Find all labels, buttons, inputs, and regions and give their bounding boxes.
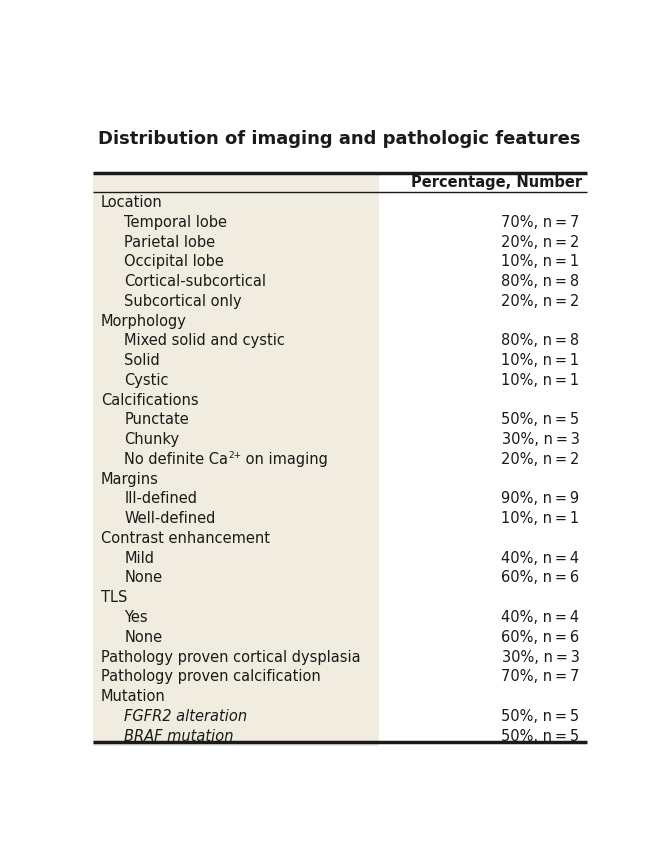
- Text: 10%, n = 1: 10%, n = 1: [501, 255, 580, 269]
- Text: 10%, n = 1: 10%, n = 1: [501, 373, 580, 388]
- Text: Yes: Yes: [124, 610, 148, 625]
- Bar: [379, 173, 588, 746]
- Text: None: None: [124, 570, 162, 586]
- Text: Mixed solid and cystic: Mixed solid and cystic: [124, 334, 285, 348]
- Text: Mild: Mild: [124, 550, 154, 566]
- Text: Pathology proven cortical dysplasia: Pathology proven cortical dysplasia: [101, 649, 361, 665]
- Text: Mutation: Mutation: [101, 689, 166, 704]
- Text: 90%, n = 9: 90%, n = 9: [501, 491, 580, 507]
- Text: 70%, n = 7: 70%, n = 7: [501, 669, 580, 685]
- Text: 30%, n = 3: 30%, n = 3: [502, 433, 580, 447]
- Text: 40%, n = 4: 40%, n = 4: [501, 610, 580, 625]
- Text: Ill-defined: Ill-defined: [124, 491, 197, 507]
- Text: 20%, n = 2: 20%, n = 2: [501, 294, 580, 309]
- Text: Parietal lobe: Parietal lobe: [124, 235, 215, 249]
- Text: BRAF mutation: BRAF mutation: [124, 728, 234, 744]
- Bar: [93, 173, 379, 746]
- Text: Chunky: Chunky: [124, 433, 179, 447]
- Text: 20%, n = 2: 20%, n = 2: [501, 452, 580, 467]
- Text: Calcifications: Calcifications: [101, 393, 199, 408]
- Text: Percentage, Number: Percentage, Number: [411, 175, 582, 190]
- Text: Morphology: Morphology: [101, 314, 187, 329]
- Text: Occipital lobe: Occipital lobe: [124, 255, 224, 269]
- Text: 40%, n = 4: 40%, n = 4: [501, 550, 580, 566]
- Text: 50%, n = 5: 50%, n = 5: [501, 413, 580, 427]
- Text: 20%, n = 2: 20%, n = 2: [501, 235, 580, 249]
- Text: TLS: TLS: [101, 590, 127, 605]
- Text: 10%, n = 1: 10%, n = 1: [501, 353, 580, 368]
- Text: Distribution of imaging and pathologic features: Distribution of imaging and pathologic f…: [98, 130, 581, 148]
- Text: Cystic: Cystic: [124, 373, 169, 388]
- Text: 80%, n = 8: 80%, n = 8: [501, 274, 580, 289]
- Text: 50%, n = 5: 50%, n = 5: [501, 728, 580, 744]
- Text: None: None: [124, 630, 162, 645]
- Text: Location: Location: [101, 195, 163, 210]
- Text: 10%, n = 1: 10%, n = 1: [501, 511, 580, 526]
- Text: 30%, n = 3: 30%, n = 3: [502, 649, 580, 665]
- Text: 60%, n = 6: 60%, n = 6: [501, 570, 580, 586]
- Text: Solid: Solid: [124, 353, 160, 368]
- Text: 50%, n = 5: 50%, n = 5: [501, 709, 580, 724]
- Text: No definite Ca: No definite Ca: [124, 452, 228, 467]
- Text: 60%, n = 6: 60%, n = 6: [501, 630, 580, 645]
- Text: 2+: 2+: [228, 452, 241, 460]
- Text: Margins: Margins: [101, 472, 159, 487]
- Text: Temporal lobe: Temporal lobe: [124, 215, 227, 230]
- Text: Well-defined: Well-defined: [124, 511, 216, 526]
- Text: 70%, n = 7: 70%, n = 7: [501, 215, 580, 230]
- Text: on imaging: on imaging: [241, 452, 328, 467]
- Text: Subcortical only: Subcortical only: [124, 294, 242, 309]
- Text: Pathology proven calcification: Pathology proven calcification: [101, 669, 321, 685]
- Text: Punctate: Punctate: [124, 413, 189, 427]
- Text: Cortical-subcortical: Cortical-subcortical: [124, 274, 266, 289]
- Text: FGFR2 alteration: FGFR2 alteration: [124, 709, 247, 724]
- Text: Contrast enhancement: Contrast enhancement: [101, 531, 270, 546]
- Text: 80%, n = 8: 80%, n = 8: [501, 334, 580, 348]
